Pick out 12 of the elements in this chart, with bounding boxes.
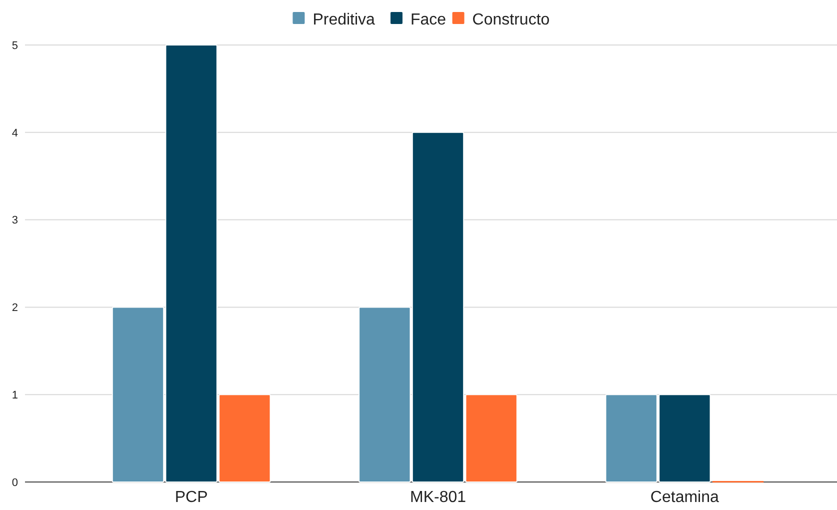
legend-label: Preditiva <box>312 12 376 29</box>
y-tick-label: 3 <box>12 214 18 227</box>
legend-label: Face <box>410 12 446 29</box>
y-tick-label: 5 <box>12 40 18 52</box>
legend-label: Constructo <box>472 12 550 29</box>
y-tick-label: 4 <box>12 127 18 140</box>
y-tick-label: 0 <box>12 476 18 489</box>
y-tick-label: 2 <box>12 302 18 314</box>
x-tick-label: PCP <box>174 489 208 506</box>
y-tick-label: 1 <box>12 389 18 402</box>
x-tick-label: Cetamina <box>650 489 720 506</box>
x-tick-label: MK-801 <box>410 489 466 506</box>
